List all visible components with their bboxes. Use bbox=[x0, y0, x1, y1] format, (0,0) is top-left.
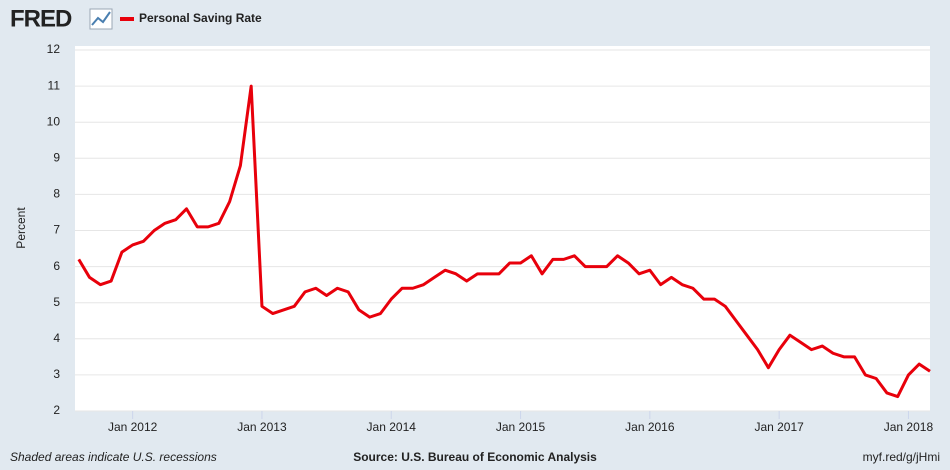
y-tick-label: 4 bbox=[53, 331, 60, 345]
y-tick-label: 12 bbox=[47, 42, 61, 56]
y-tick-label: 3 bbox=[53, 367, 60, 381]
y-axis-label: Percent bbox=[14, 207, 28, 249]
legend-label: Personal Saving Rate bbox=[139, 11, 262, 25]
y-tick-label: 8 bbox=[53, 187, 60, 201]
y-tick-label: 2 bbox=[53, 403, 60, 417]
series-line bbox=[77, 84, 931, 399]
y-tick-label: 9 bbox=[53, 150, 60, 164]
y-tick-label: 10 bbox=[47, 114, 61, 128]
logo: FRED bbox=[10, 5, 72, 32]
y-tick-label: 11 bbox=[48, 78, 61, 92]
x-tick-label: Jan 2012 bbox=[108, 420, 158, 434]
x-tick-label: Jan 2015 bbox=[496, 420, 546, 434]
plot-area bbox=[75, 46, 930, 411]
link[interactable]: myf.red/g/jHmi bbox=[863, 450, 940, 464]
note: Shaded areas indicate U.S. recessions bbox=[10, 450, 217, 464]
x-tick-label: Jan 2016 bbox=[625, 420, 675, 434]
x-tick-label: Jan 2017 bbox=[754, 420, 804, 434]
y-tick-label: 6 bbox=[53, 259, 60, 273]
logo-icon bbox=[89, 8, 113, 30]
x-tick-label: Jan 2013 bbox=[237, 420, 287, 434]
x-tick-label: Jan 2018 bbox=[884, 420, 934, 434]
x-tick-label: Jan 2014 bbox=[367, 420, 417, 434]
source: Source: U.S. Bureau of Economic Analysis bbox=[353, 450, 597, 464]
y-tick-label: 7 bbox=[53, 223, 60, 237]
y-tick-label: 5 bbox=[53, 295, 60, 309]
